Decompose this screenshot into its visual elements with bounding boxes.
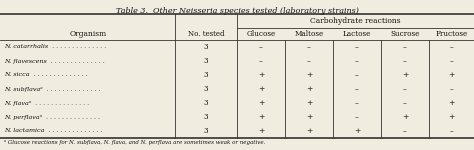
Text: 3: 3 [204, 43, 208, 51]
Text: +: + [448, 71, 455, 79]
Text: –: – [355, 71, 359, 79]
Text: 3: 3 [204, 113, 208, 121]
Text: N. perflavaᵃ  . . . . . . . . . . . . . .: N. perflavaᵃ . . . . . . . . . . . . . . [4, 114, 100, 120]
Text: Maltose: Maltose [294, 30, 324, 38]
Text: Table 3.  Other Neisseria species tested (laboratory strains): Table 3. Other Neisseria species tested … [116, 7, 358, 15]
Text: –: – [403, 127, 407, 135]
Text: –: – [307, 57, 311, 65]
Text: +: + [306, 127, 312, 135]
Text: –: – [355, 57, 359, 65]
Text: 3: 3 [204, 85, 208, 93]
Text: +: + [306, 71, 312, 79]
Text: N. subflavaᵃ  . . . . . . . . . . . . . .: N. subflavaᵃ . . . . . . . . . . . . . . [4, 87, 100, 92]
Text: –: – [355, 113, 359, 121]
Text: 3: 3 [204, 99, 208, 107]
Text: +: + [448, 99, 455, 107]
Text: –: – [259, 43, 263, 51]
Text: –: – [449, 85, 454, 93]
Text: Carbohydrate reactions: Carbohydrate reactions [310, 17, 401, 25]
Text: +: + [258, 85, 264, 93]
Text: N. catarrhalis  . . . . . . . . . . . . . .: N. catarrhalis . . . . . . . . . . . . .… [4, 45, 106, 50]
Text: N. sicca  . . . . . . . . . . . . . .: N. sicca . . . . . . . . . . . . . . [4, 72, 88, 78]
Text: N. lactamica  . . . . . . . . . . . . . .: N. lactamica . . . . . . . . . . . . . . [4, 129, 102, 134]
Text: Fructose: Fructose [436, 30, 468, 38]
Text: –: – [259, 57, 263, 65]
Text: +: + [306, 113, 312, 121]
Text: Organism: Organism [70, 30, 107, 38]
Text: –: – [307, 43, 311, 51]
Text: Sucrose: Sucrose [390, 30, 419, 38]
Text: Lactose: Lactose [343, 30, 371, 38]
Text: +: + [258, 71, 264, 79]
Text: –: – [449, 57, 454, 65]
Text: +: + [306, 85, 312, 93]
Text: –: – [403, 99, 407, 107]
Text: –: – [355, 43, 359, 51]
Text: +: + [258, 99, 264, 107]
Text: 3: 3 [204, 127, 208, 135]
Text: –: – [449, 127, 454, 135]
Text: –: – [403, 85, 407, 93]
Text: No. tested: No. tested [188, 30, 224, 38]
Text: +: + [354, 127, 360, 135]
Text: 3: 3 [204, 57, 208, 65]
Text: +: + [258, 113, 264, 121]
Text: ᵃ Glucose reactions for N. subflava, N. flava, and N. perflava are sometimes wea: ᵃ Glucose reactions for N. subflava, N. … [4, 140, 265, 145]
Text: +: + [402, 71, 408, 79]
Text: +: + [306, 99, 312, 107]
Text: +: + [402, 113, 408, 121]
Text: –: – [403, 43, 407, 51]
Text: –: – [355, 99, 359, 107]
Text: –: – [355, 85, 359, 93]
Text: +: + [258, 127, 264, 135]
Text: +: + [448, 113, 455, 121]
Text: Glucose: Glucose [246, 30, 275, 38]
Text: N. flavescens  . . . . . . . . . . . . . .: N. flavescens . . . . . . . . . . . . . … [4, 58, 105, 63]
Text: –: – [403, 57, 407, 65]
Text: 3: 3 [204, 71, 208, 79]
Text: –: – [449, 43, 454, 51]
Text: N. flavaᵃ  . . . . . . . . . . . . . .: N. flavaᵃ . . . . . . . . . . . . . . [4, 100, 89, 105]
